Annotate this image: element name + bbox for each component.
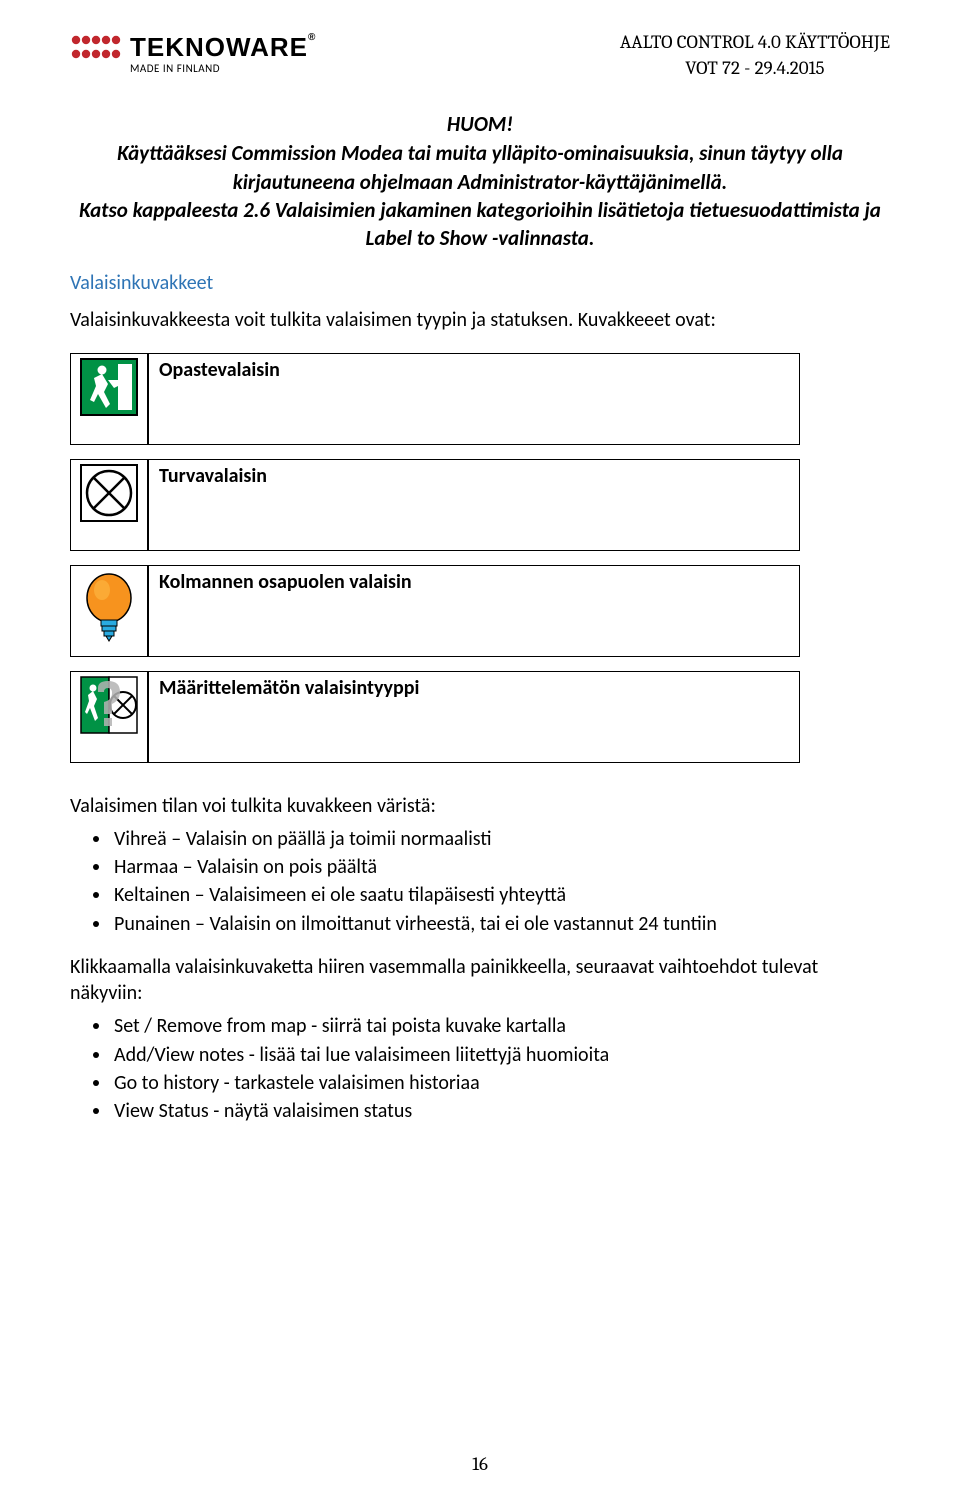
page-number: 16 [0,1453,960,1475]
list-item: Go to history - tarkastele valaisimen hi… [112,1069,890,1097]
page-header: TEKNOWARE® MADE IN FINLAND AALTO CONTROL… [70,30,890,81]
click-options-intro: Klikkaamalla valaisinkuvaketta hiiren va… [70,954,890,1006]
table-row: Turvavalaisin [70,459,800,551]
logo-dots-icon [70,30,122,64]
document-title: AALTO CONTROL 4.0 KÄYTTÖOHJE VOT 72 - 29… [620,30,890,81]
logo-subtitle: MADE IN FINLAND [130,62,220,75]
table-row: Opastevalaisin [70,353,800,445]
list-item: Punainen – Valaisin on ilmoittanut virhe… [112,910,890,938]
list-item: Vihreä – Valaisin on päällä ja toimii no… [112,825,890,853]
list-item: Keltainen – Valaisimeen ei ole saatu til… [112,881,890,909]
intro-note: Käyttääksesi Commission Modea tai muita … [70,139,890,252]
color-legend-intro: Valaisimen tilan voi tulkita kuvakkeen v… [70,793,890,819]
luminaire-type-label: Turvavalaisin [148,459,800,551]
cross-circle-icon [70,459,148,551]
logo-block: TEKNOWARE® MADE IN FINLAND [70,30,316,75]
luminaire-type-label: Määrittelemätön valaisintyyppi [148,671,800,763]
list-item: View Status - näytä valaisimen status [112,1097,890,1125]
logo-registered: ® [308,32,316,43]
doc-title-line1: AALTO CONTROL 4.0 KÄYTTÖOHJE [620,30,890,56]
section-intro-text: Valaisinkuvakkeesta voit tulkita valaisi… [70,307,890,333]
note-heading: HUOM! [70,111,890,137]
logo-brand-text: TEKNOWARE® [130,32,316,63]
exit-icon [70,353,148,445]
click-options-list: Set / Remove from map - siirrä tai poist… [70,1012,890,1126]
section-heading-valaisinkuvakkeet: Valaisinkuvakkeet [70,271,890,295]
table-row: Määrittelemätön valaisintyyppi [70,671,800,763]
list-item: Harmaa – Valaisin on pois päältä [112,853,890,881]
document-page: TEKNOWARE® MADE IN FINLAND AALTO CONTROL… [0,0,960,1489]
luminaire-type-label: Opastevalaisin [148,353,800,445]
undefined-icon [70,671,148,763]
luminaire-type-label: Kolmannen osapuolen valaisin [148,565,800,657]
color-legend-list: Vihreä – Valaisin on päällä ja toimii no… [70,825,890,939]
doc-title-line2: VOT 72 - 29.4.2015 [620,56,890,82]
table-row: Kolmannen osapuolen valaisin [70,565,800,657]
list-item: Add/View notes - lisää tai lue valaisime… [112,1041,890,1069]
list-item: Set / Remove from map - siirrä tai poist… [112,1012,890,1040]
luminaire-icon-table: Opastevalaisin Turvavalaisin Kolmannen o… [70,339,800,777]
bulb-icon [70,565,148,657]
